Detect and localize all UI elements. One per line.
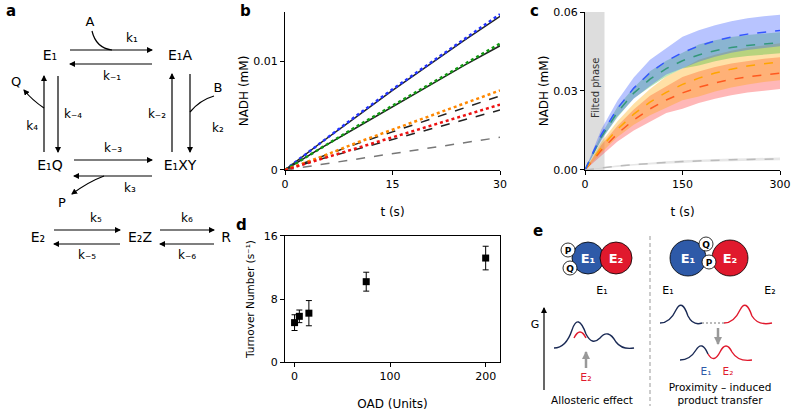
svg-text:0: 0 xyxy=(582,178,589,191)
svg-text:0.03: 0.03 xyxy=(553,85,578,98)
svg-text:100: 100 xyxy=(380,370,401,383)
svg-text:Proximity – induced: Proximity – induced xyxy=(669,381,772,393)
svg-text:E₂: E₂ xyxy=(764,284,775,297)
svg-text:30: 30 xyxy=(493,178,507,191)
svg-text:OAD (Units): OAD (Units) xyxy=(357,397,428,411)
svg-text:product transfer: product transfer xyxy=(677,394,763,406)
svg-text:Q: Q xyxy=(566,264,574,274)
svg-text:E₁: E₁ xyxy=(662,284,673,297)
svg-text:B: B xyxy=(214,80,223,95)
svg-text:t (s): t (s) xyxy=(380,205,404,219)
svg-text:E₁A: E₁A xyxy=(168,47,192,63)
svg-text:k₂: k₂ xyxy=(212,121,224,135)
svg-text:c: c xyxy=(530,2,539,20)
svg-text:a: a xyxy=(6,2,16,20)
svg-text:0: 0 xyxy=(271,164,278,177)
svg-text:k₄: k₄ xyxy=(26,119,38,133)
svg-text:Q: Q xyxy=(702,240,710,250)
svg-text:P: P xyxy=(58,195,66,210)
svg-text:k₋₄: k₋₄ xyxy=(64,107,82,121)
svg-text:Filted phase: Filted phase xyxy=(590,58,601,118)
svg-text:E₂: E₂ xyxy=(31,229,45,245)
svg-text:k₋₃: k₋₃ xyxy=(104,141,122,155)
svg-text:0.00: 0.00 xyxy=(553,164,578,177)
svg-text:200: 200 xyxy=(475,370,496,383)
svg-text:t (s): t (s) xyxy=(670,205,694,219)
svg-text:NADH (mM): NADH (mM) xyxy=(237,56,251,127)
svg-text:k₋₆: k₋₆ xyxy=(178,248,196,262)
svg-text:k₋₅: k₋₅ xyxy=(78,248,96,262)
svg-text:E₁: E₁ xyxy=(43,47,57,63)
svg-text:P: P xyxy=(565,246,572,256)
svg-text:NADH (mM): NADH (mM) xyxy=(537,56,551,127)
svg-text:0.06: 0.06 xyxy=(553,6,578,19)
svg-text:E₂: E₂ xyxy=(580,371,591,384)
svg-text:Turnover Number (s⁻¹): Turnover Number (s⁻¹) xyxy=(244,240,256,359)
svg-text:E₂: E₂ xyxy=(723,251,738,266)
svg-text:8: 8 xyxy=(271,293,278,306)
svg-text:0: 0 xyxy=(282,178,289,191)
svg-text:E₂: E₂ xyxy=(723,365,734,377)
svg-text:15: 15 xyxy=(386,178,400,191)
svg-text:E₁Q: E₁Q xyxy=(37,157,62,173)
svg-text:E₁: E₁ xyxy=(681,251,696,266)
svg-text:R: R xyxy=(221,229,231,245)
svg-text:k₋₁: k₋₁ xyxy=(103,69,121,83)
svg-text:A: A xyxy=(86,14,95,29)
svg-text:E₂Z: E₂Z xyxy=(128,229,152,245)
svg-text:k₆: k₆ xyxy=(181,211,193,225)
svg-text:150: 150 xyxy=(672,178,693,191)
svg-text:E₁: E₁ xyxy=(581,251,596,266)
svg-text:G: G xyxy=(531,318,540,331)
svg-text:E₂: E₂ xyxy=(609,251,624,266)
svg-text:Allosteric effect: Allosteric effect xyxy=(551,394,633,406)
svg-text:k₃: k₃ xyxy=(124,181,136,195)
svg-text:0.01: 0.01 xyxy=(253,55,278,68)
svg-text:b: b xyxy=(240,2,251,20)
svg-text:e: e xyxy=(533,222,543,240)
svg-text:E₁XY: E₁XY xyxy=(164,157,197,173)
svg-text:k₅: k₅ xyxy=(90,211,102,225)
svg-text:0: 0 xyxy=(291,370,298,383)
svg-text:E₁: E₁ xyxy=(701,365,712,377)
svg-text:300: 300 xyxy=(770,178,791,191)
svg-text:k₁: k₁ xyxy=(126,31,138,45)
svg-text:0: 0 xyxy=(271,356,278,369)
svg-text:k₋₂: k₋₂ xyxy=(148,107,166,121)
svg-text:P: P xyxy=(706,258,713,268)
svg-text:E₁: E₁ xyxy=(596,284,607,297)
svg-text:d: d xyxy=(236,216,247,234)
svg-text:Q: Q xyxy=(11,74,21,89)
svg-text:16: 16 xyxy=(264,230,278,243)
